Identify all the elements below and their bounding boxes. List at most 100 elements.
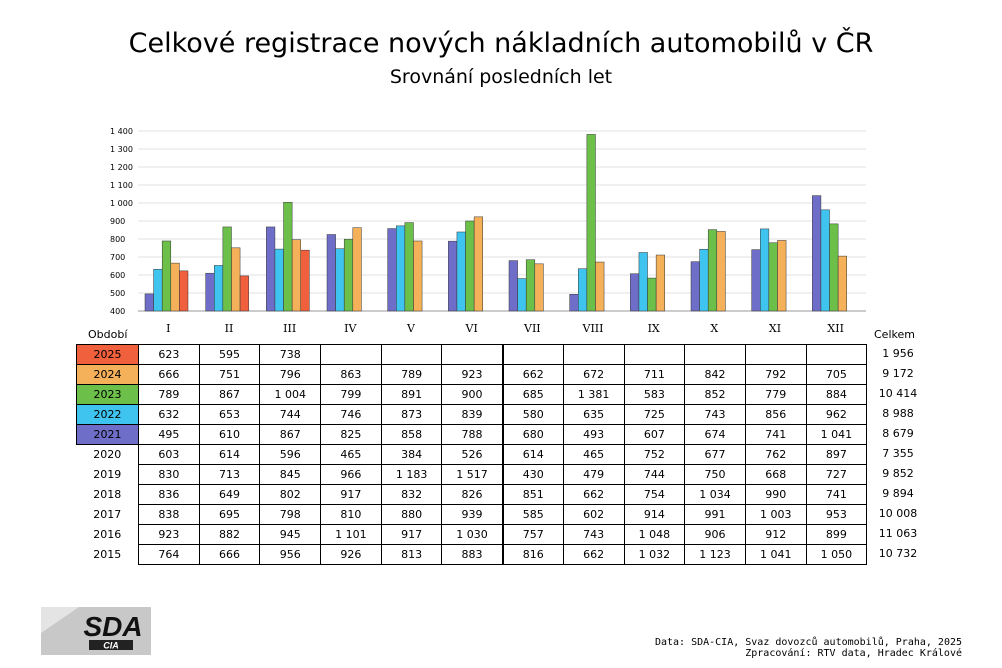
bar-2021-I [144,293,154,312]
value-cell: 789 [138,384,200,405]
value-cell: 1 041 [744,544,807,565]
value-cell [501,344,564,365]
value-cell: 796 [259,364,322,385]
year-cell: 2017 [93,508,122,521]
y-tick-label: 500 [110,289,125,298]
table-row-2023: 2023 789 867 1 004 799 891 900 685 1 381 583 852 77… [76,384,868,405]
value-cell: 465 [320,444,382,465]
value-cell [805,344,868,365]
value-cell: 666 [138,364,200,385]
bar-2021-IX [630,273,640,312]
value-cell: 880 [380,504,443,525]
data-table: 2025 623 595 738 2024 666 751 796 863 789 923 662 67… [76,344,868,565]
value-cell: 479 [562,464,625,485]
total-cell: 9 172 [882,367,914,380]
bar-2025-I [179,270,189,312]
total-cell: 8 988 [882,407,914,420]
bar-2023-VI [465,220,475,312]
year-cell: 2024 [76,364,139,385]
value-cell: 863 [320,364,382,385]
x-tick-label: IX [648,322,660,335]
chart-title: Celkové registrace nových nákladních aut… [128,28,874,59]
value-cell: 838 [138,504,200,525]
bar-2023-VIII [586,134,596,312]
total-cell: 9 894 [882,487,914,500]
y-tick-label: 1 400 [110,127,133,136]
footer-credits: Data: SDA-CIA, Svaz dovozců automobilů, … [655,637,962,659]
value-cell: 743 [562,524,625,545]
value-cell: 1 048 [623,524,686,545]
table-row-2021: 2021 495 610 867 825 858 788 680 493 607 674 741 1 0… [76,424,868,445]
bar-2022-V [396,225,406,312]
total-cell: 10 414 [878,387,918,400]
value-cell [380,344,443,365]
value-cell: 580 [501,404,564,425]
table-row-2018: 2018 836 649 802 917 832 826 851 662 754 1 034 990 7… [77,484,868,505]
value-cell: 912 [744,524,807,545]
value-cell: 607 [623,424,686,445]
value-cell [623,344,686,365]
bar-2023-I [161,240,172,312]
value-cell: 725 [623,404,686,425]
bar-2022-VIII [578,268,588,312]
value-cell: 649 [198,484,261,505]
value-cell: 746 [320,404,382,425]
value-cell: 914 [623,504,686,525]
bar-2022-XI [760,228,770,312]
value-cell: 741 [744,424,807,445]
value-cell: 939 [441,504,504,525]
value-cell: 602 [562,504,625,525]
bar-2022-XII [820,209,830,312]
y-tick-label: 1 200 [110,163,133,172]
table-row-2017: 2017 838 695 798 810 880 939 585 602 914 991 1 003 9… [77,504,868,525]
bar-2022-II [214,265,224,312]
value-cell: 810 [320,504,382,525]
value-cell: 614 [501,444,564,465]
x-tick-label: XI [769,322,781,335]
bar-2021-VII [508,260,518,312]
bar-2024-XII [837,255,847,312]
year-cell: 2022 [76,404,139,425]
y-tick-label: 900 [110,217,125,226]
bar-2024-VII [534,263,544,312]
bar-2023-III [283,202,293,312]
value-cell: 991 [684,504,746,525]
bar-2021-II [205,272,215,312]
value-cell: 695 [198,504,261,525]
totals-column: 1 956 9 172 10 414 8 988 8 679 7 355 9 852 9 89… [868,344,928,564]
value-cell: 623 [138,344,200,365]
bar-2022-VI [456,231,466,312]
x-tick-label: V [406,322,416,335]
value-cell: 1 003 [744,504,807,525]
y-tick-label: 1 300 [110,145,133,154]
value-cell: 799 [320,384,382,405]
bar-2023-IX [647,277,657,312]
chart-subtitle: Srovnání posledních let [389,66,613,88]
value-cell: 845 [259,464,322,485]
bar-2024-V [413,240,423,312]
total-cell: 11 063 [878,527,918,540]
x-tick-label: X [710,322,718,335]
table-row-2019: 2019 830 713 845 966 1 183 1 517 430 479 744 750 66… [77,464,868,485]
bar-2023-X [707,229,718,312]
value-cell [684,344,746,365]
value-cell: 493 [562,424,625,445]
total-header: Celkem [874,328,915,341]
value-cell: 744 [623,464,686,485]
bar-2024-X [716,231,726,312]
x-tick-label: III [283,322,296,335]
value-cell: 662 [562,544,625,565]
value-cell: 1 032 [623,544,686,565]
bar-2022-III [274,248,284,312]
value-cell: 1 381 [562,384,625,405]
value-cell: 1 517 [441,464,504,485]
value-cell: 802 [259,484,322,505]
value-cell: 662 [501,364,564,385]
value-cell: 1 030 [441,524,504,545]
value-cell [441,344,504,365]
bar-2021-III [266,226,276,312]
total-cell: 7 355 [882,447,914,460]
value-cell: 713 [198,464,261,485]
value-cell: 945 [259,524,322,545]
